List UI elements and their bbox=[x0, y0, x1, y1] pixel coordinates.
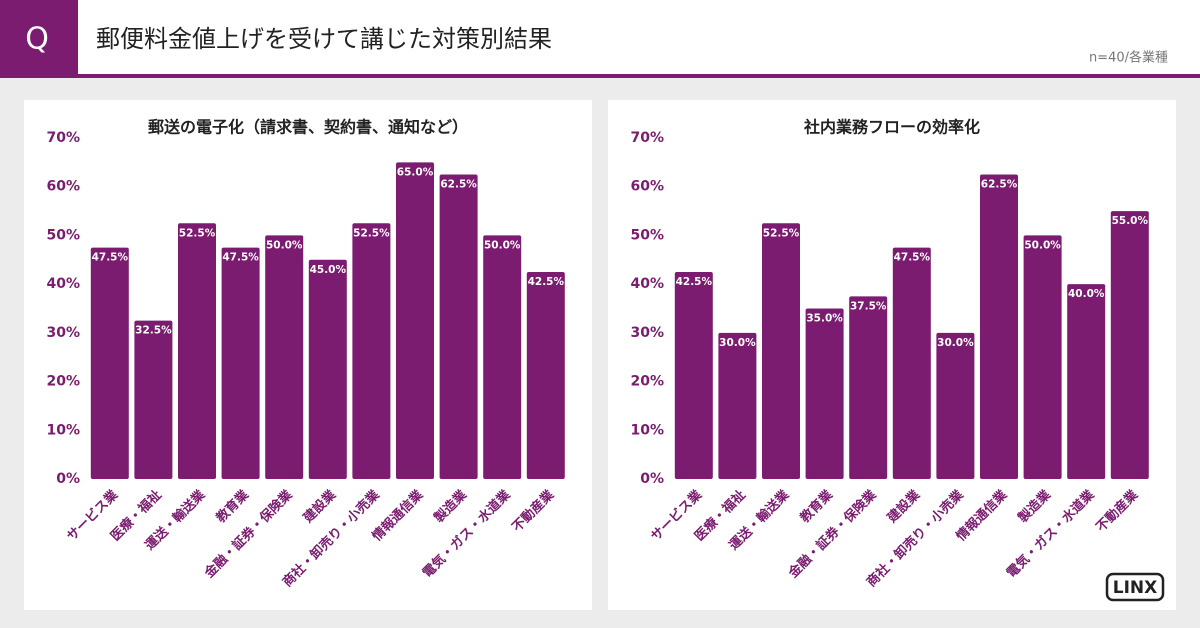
y-tick-label: 60% bbox=[46, 179, 80, 195]
bar bbox=[1067, 284, 1106, 479]
bar bbox=[134, 320, 173, 479]
y-tick-label: 60% bbox=[630, 179, 664, 195]
bar bbox=[221, 247, 260, 479]
bar bbox=[936, 332, 975, 479]
y-tick-label: 40% bbox=[630, 276, 664, 292]
value-label: 42.5% bbox=[528, 276, 565, 288]
y-tick-label: 20% bbox=[46, 374, 80, 390]
value-label: 32.5% bbox=[135, 325, 172, 337]
value-label: 47.5% bbox=[894, 252, 931, 264]
y-tick-label: 0% bbox=[640, 471, 664, 487]
y-tick-label: 30% bbox=[630, 325, 664, 341]
badge: Q bbox=[25, 22, 49, 57]
y-tick-label: 30% bbox=[46, 325, 80, 341]
value-label: 65.0% bbox=[397, 166, 434, 178]
value-label: 62.5% bbox=[981, 179, 1018, 191]
logo: LINX bbox=[1113, 578, 1158, 598]
badge-box bbox=[0, 0, 78, 78]
value-label: 55.0% bbox=[1112, 215, 1149, 227]
value-label: 30.0% bbox=[937, 337, 974, 349]
value-label: 52.5% bbox=[763, 227, 800, 239]
bar bbox=[439, 174, 478, 480]
bar bbox=[980, 174, 1018, 480]
value-label: 40.0% bbox=[1068, 288, 1105, 300]
bar bbox=[805, 308, 844, 479]
value-label: 50.0% bbox=[484, 239, 521, 251]
sample-note: n=40/各業種 bbox=[1089, 50, 1168, 66]
y-tick-label: 10% bbox=[630, 422, 664, 438]
value-label: 47.5% bbox=[92, 252, 129, 264]
value-label: 50.0% bbox=[1024, 239, 1061, 251]
bar bbox=[265, 235, 304, 479]
y-tick-label: 20% bbox=[630, 374, 664, 390]
value-label: 50.0% bbox=[266, 239, 303, 251]
header-bar bbox=[0, 0, 1200, 78]
value-label: 47.5% bbox=[222, 252, 259, 264]
bar bbox=[526, 271, 565, 479]
value-label: 45.0% bbox=[310, 264, 347, 276]
value-label: 30.0% bbox=[719, 337, 756, 349]
bar bbox=[762, 223, 800, 479]
y-tick-label: 50% bbox=[46, 227, 80, 243]
page-title: 郵便料金値上げを受けて講じた対策別結果 bbox=[96, 25, 552, 53]
bar bbox=[892, 247, 931, 479]
y-tick-label: 10% bbox=[46, 422, 80, 438]
bar bbox=[849, 296, 888, 479]
bar bbox=[396, 162, 434, 479]
value-label: 52.5% bbox=[179, 227, 216, 239]
bar bbox=[483, 235, 522, 479]
bar bbox=[674, 271, 713, 479]
y-tick-label: 0% bbox=[56, 471, 80, 487]
bar bbox=[718, 332, 757, 479]
chart-title: 郵送の電子化（請求書、契約書、通知など） bbox=[148, 118, 468, 137]
header-rule bbox=[0, 74, 1200, 78]
value-label: 35.0% bbox=[806, 313, 843, 325]
y-tick-label: 50% bbox=[630, 227, 664, 243]
bar bbox=[308, 259, 347, 479]
y-tick-label: 70% bbox=[630, 130, 664, 146]
bar bbox=[1023, 235, 1062, 479]
value-label: 42.5% bbox=[676, 276, 713, 288]
bar bbox=[90, 247, 129, 479]
y-tick-label: 70% bbox=[46, 130, 80, 146]
value-label: 37.5% bbox=[850, 300, 887, 312]
chart-title: 社内業務フローの効率化 bbox=[803, 118, 980, 137]
value-label: 62.5% bbox=[440, 179, 477, 191]
bar bbox=[352, 223, 391, 479]
logo-box bbox=[1105, 572, 1165, 602]
bar bbox=[178, 223, 216, 479]
value-label: 52.5% bbox=[353, 227, 390, 239]
y-tick-label: 40% bbox=[46, 276, 80, 292]
bar bbox=[1110, 211, 1149, 480]
